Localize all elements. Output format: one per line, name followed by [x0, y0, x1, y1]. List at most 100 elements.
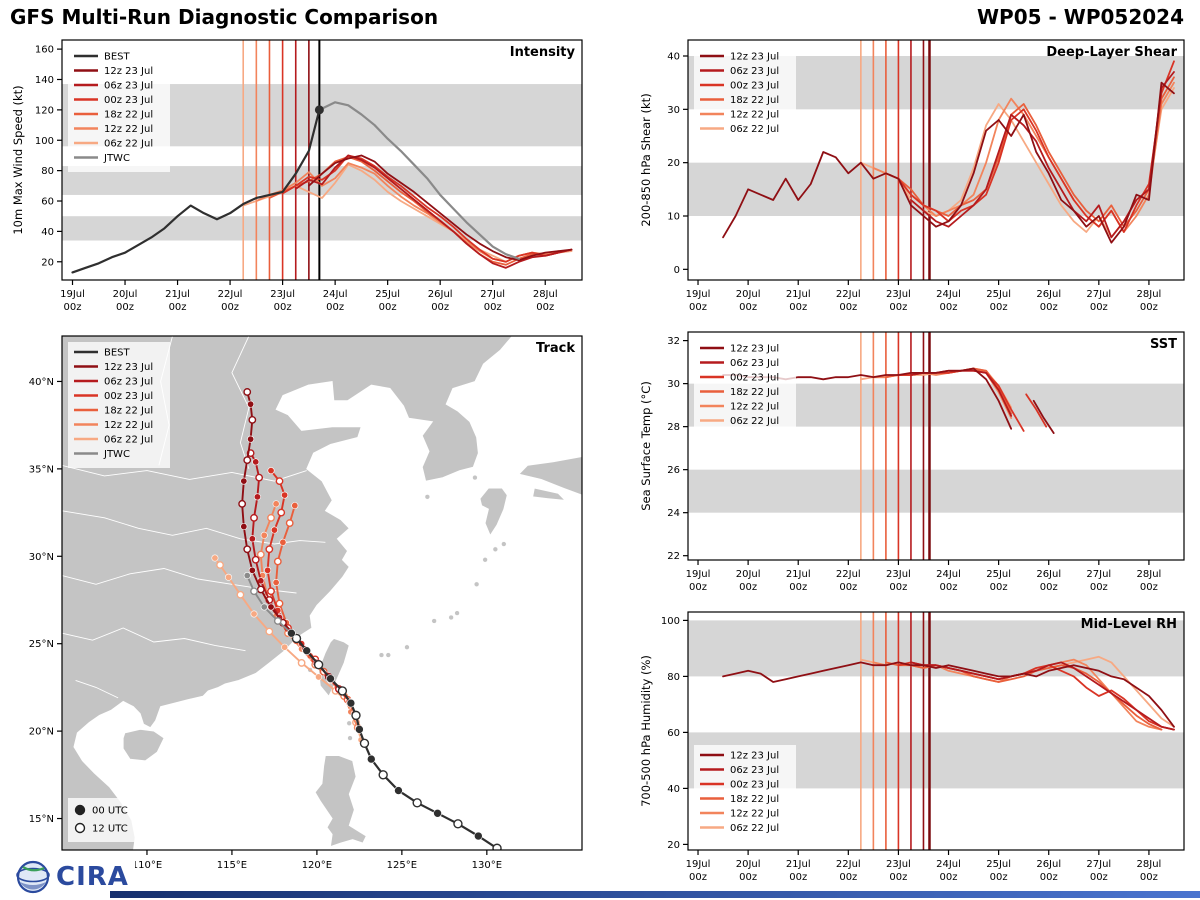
svg-text:00z: 00z	[379, 302, 397, 313]
rh-init-time-vlines	[860, 612, 931, 850]
svg-text:120: 120	[35, 105, 54, 116]
svg-text:00z 23 Jul: 00z 23 Jul	[104, 391, 153, 402]
svg-text:00z: 00z	[326, 302, 344, 313]
sst-legend: 12z 23 Jul 06z 23 Jul 00z 23 Jul 18z 22 Jul…	[694, 338, 796, 435]
svg-text:19Jul: 19Jul	[686, 859, 711, 870]
svg-text:12z 22 Jul: 12z 22 Jul	[730, 809, 779, 820]
svg-text:22Jul: 22Jul	[836, 859, 861, 870]
svg-text:06z 23 Jul: 06z 23 Jul	[104, 377, 153, 388]
svg-text:60: 60	[41, 197, 54, 208]
svg-text:24: 24	[667, 508, 680, 519]
svg-text:30: 30	[667, 105, 680, 116]
svg-text:00z: 00z	[839, 302, 857, 313]
svg-text:26Jul: 26Jul	[428, 289, 453, 300]
svg-text:28Jul: 28Jul	[1137, 569, 1162, 580]
svg-text:00z: 00z	[64, 302, 82, 313]
rh-axes: 20 40 60 80 100 19Jul 00z 20Jul 00z 21Jul 00z 22Jul…	[639, 611, 1185, 883]
svg-text:27Jul: 27Jul	[1086, 289, 1111, 300]
svg-text:Mid-Level RH: Mid-Level RH	[1081, 617, 1177, 632]
svg-text:26Jul: 26Jul	[1036, 289, 1061, 300]
svg-text:SST: SST	[1150, 337, 1177, 352]
storm-tracks	[211, 388, 502, 850]
svg-text:20Jul: 20Jul	[736, 289, 761, 300]
svg-text:00z 23 Jul: 00z 23 Jul	[730, 81, 779, 92]
svg-text:06z 22 Jul: 06z 22 Jul	[730, 124, 779, 135]
svg-text:12 UTC: 12 UTC	[92, 824, 128, 835]
svg-text:00z: 00z	[739, 302, 757, 313]
svg-text:00z: 00z	[839, 872, 857, 883]
svg-text:21Jul: 21Jul	[165, 289, 190, 300]
svg-text:00z: 00z	[1090, 582, 1108, 593]
figure-title: GFS Multi-Run Diagnostic Comparison	[10, 5, 439, 29]
svg-text:12z 23 Jul: 12z 23 Jul	[104, 362, 153, 373]
sst-series	[722, 367, 1055, 434]
svg-text:110°E: 110°E	[132, 860, 162, 871]
svg-text:30°N: 30°N	[29, 552, 54, 563]
svg-text:21Jul: 21Jul	[786, 859, 811, 870]
svg-text:Sea Surface Temp (°C): Sea Surface Temp (°C)	[639, 381, 653, 511]
svg-text:00z: 00z	[169, 302, 187, 313]
svg-text:22Jul: 22Jul	[836, 569, 861, 580]
svg-text:10m Max Wind Speed (kt): 10m Max Wind Speed (kt)	[11, 85, 25, 234]
svg-text:25Jul: 25Jul	[986, 859, 1011, 870]
svg-text:25Jul: 25Jul	[986, 289, 1011, 300]
intensity-axes: 20 40 60 80 100 120 140 160 19Jul 00z 20Jul 00z 21Ju…	[11, 39, 583, 313]
intensity-chart: 20 40 60 80 100 120 140 160 19Jul 00z 20Jul 00z 21Ju…	[8, 34, 588, 326]
svg-text:20Jul: 20Jul	[113, 289, 138, 300]
svg-text:00z: 00z	[689, 582, 707, 593]
svg-text:00z: 00z	[990, 302, 1008, 313]
svg-text:00z: 00z	[940, 302, 958, 313]
svg-text:0: 0	[674, 265, 680, 276]
svg-text:80: 80	[667, 672, 680, 683]
rh-legend: 12z 23 Jul 06z 23 Jul 00z 23 Jul 18z 22 Jul…	[694, 745, 796, 842]
svg-text:15°N: 15°N	[29, 814, 54, 825]
shear-init-time-vlines	[860, 40, 931, 280]
svg-text:00z: 00z	[1140, 582, 1158, 593]
svg-text:40°N: 40°N	[29, 377, 54, 388]
intensity-legend: BEST 12z 23 Jul 06z 23 Jul 00z 23 Jul 18z 22…	[68, 46, 170, 172]
svg-text:00z: 00z	[1090, 872, 1108, 883]
svg-text:00z: 00z	[940, 582, 958, 593]
storm-id: WP05 - WP052024	[977, 5, 1184, 29]
svg-text:00z: 00z	[431, 302, 449, 313]
svg-text:00z: 00z	[990, 872, 1008, 883]
svg-text:12z 22 Jul: 12z 22 Jul	[104, 124, 153, 135]
svg-text:24Jul: 24Jul	[936, 859, 961, 870]
svg-text:18z 22 Jul: 18z 22 Jul	[104, 110, 153, 121]
svg-text:26Jul: 26Jul	[1036, 569, 1061, 580]
svg-text:00z 23 Jul: 00z 23 Jul	[104, 95, 153, 106]
svg-text:Deep-Layer Shear: Deep-Layer Shear	[1046, 45, 1177, 60]
shear-axes: 0 10 20 30 40 19Jul 00z 20Jul 00z 21Jul 00z 22Jul 00…	[639, 39, 1185, 313]
svg-text:23Jul: 23Jul	[886, 569, 911, 580]
svg-text:12z 22 Jul: 12z 22 Jul	[730, 110, 779, 121]
svg-text:06z 22 Jul: 06z 22 Jul	[104, 139, 153, 150]
header: GFS Multi-Run Diagnostic Comparison WP05…	[0, 0, 1200, 32]
svg-text:00z: 00z	[739, 582, 757, 593]
svg-text:00z 23 Jul: 00z 23 Jul	[730, 373, 779, 384]
svg-text:00z: 00z	[940, 872, 958, 883]
svg-text:24Jul: 24Jul	[323, 289, 348, 300]
svg-text:160: 160	[35, 45, 54, 56]
svg-text:00z: 00z	[739, 872, 757, 883]
svg-text:06z 23 Jul: 06z 23 Jul	[730, 358, 779, 369]
deep-layer-shear-chart: 0 10 20 30 40 19Jul 00z 20Jul 00z 21Jul 00z 22Jul 00…	[636, 34, 1192, 326]
svg-text:115°E: 115°E	[217, 860, 247, 871]
svg-text:22Jul: 22Jul	[218, 289, 243, 300]
utc-marker-legend: 00 UTC 12 UTC	[68, 798, 160, 842]
svg-text:140: 140	[35, 75, 54, 86]
svg-text:00z: 00z	[990, 582, 1008, 593]
svg-text:00z: 00z	[789, 872, 807, 883]
svg-text:00z: 00z	[1090, 302, 1108, 313]
svg-text:JTWC: JTWC	[103, 449, 130, 460]
svg-text:24Jul: 24Jul	[936, 569, 961, 580]
svg-text:200-850 hPa Shear (kt): 200-850 hPa Shear (kt)	[639, 93, 653, 226]
svg-text:00z: 00z	[536, 302, 554, 313]
svg-text:27Jul: 27Jul	[1086, 859, 1111, 870]
svg-text:28Jul: 28Jul	[533, 289, 558, 300]
footer-bar	[110, 891, 1200, 898]
svg-text:00z: 00z	[116, 302, 134, 313]
svg-text:00z 23 Jul: 00z 23 Jul	[730, 780, 779, 791]
svg-text:00z: 00z	[1040, 302, 1058, 313]
svg-text:80: 80	[41, 166, 54, 177]
